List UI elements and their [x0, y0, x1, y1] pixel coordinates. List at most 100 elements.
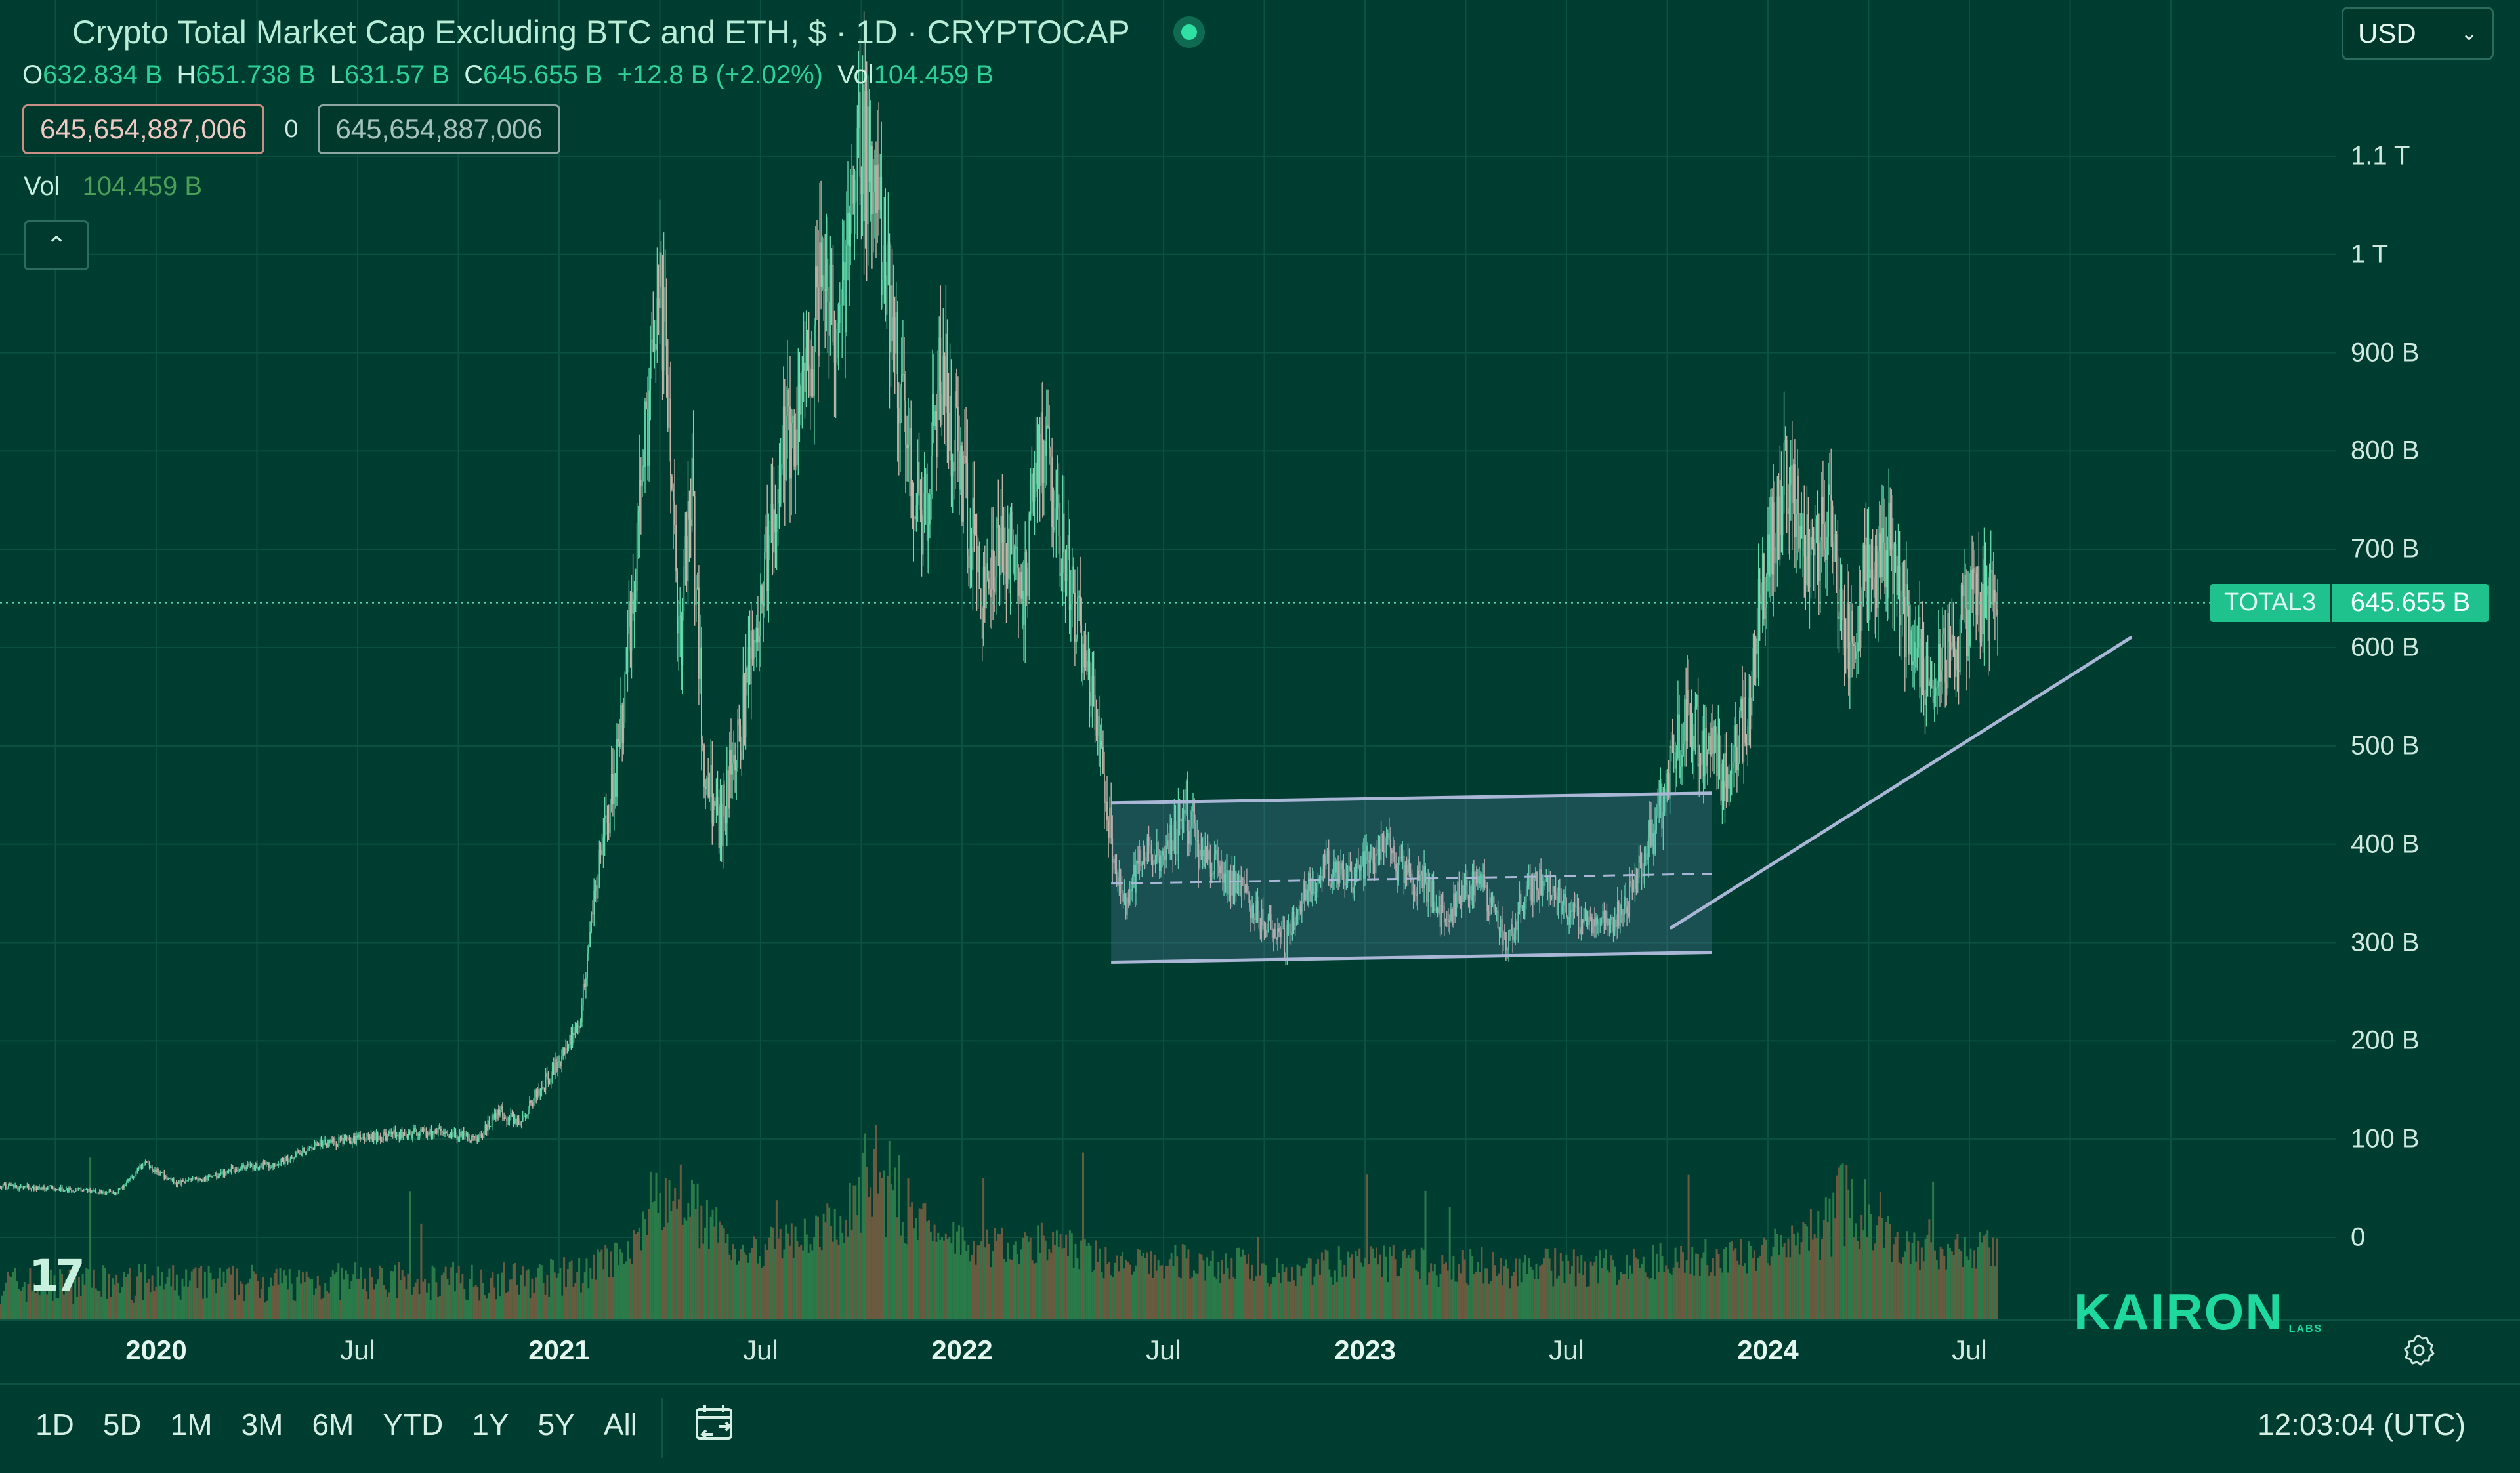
settings-gear-icon[interactable]: [2402, 1333, 2436, 1367]
candle-body-1377: [1847, 602, 1849, 678]
timeframe-button-5d[interactable]: 5D: [102, 1407, 142, 1442]
utc-clock[interactable]: 12:03:04 (UTC): [2258, 1407, 2466, 1442]
volume-bar-384: [721, 1225, 723, 1319]
candle-body-775: [1039, 434, 1041, 486]
tradingview-logo[interactable]: 17: [29, 1251, 85, 1301]
candle-body-642: [860, 176, 862, 194]
price-box-main[interactable]: 645,654,887,006: [22, 104, 265, 154]
candle-body-978: [1312, 879, 1314, 895]
volume-bar-831: [1561, 1261, 1564, 1319]
candle-body-1469: [1971, 569, 1973, 590]
candle-body-999: [1340, 863, 1342, 875]
currency-select[interactable]: USD ⌄: [2342, 7, 2494, 60]
candle-body-1191: [1598, 923, 1599, 924]
candle-body-846: [1135, 865, 1136, 893]
candle-body-613: [822, 275, 823, 287]
candle-body-1126: [1511, 924, 1512, 930]
candle-body-621: [832, 265, 834, 342]
candle-body-893: [1198, 840, 1200, 869]
volume-bar-479: [900, 1235, 902, 1319]
volume-bar-834: [1567, 1260, 1570, 1319]
volume-bar-421: [790, 1223, 793, 1319]
volume-bar-192: [360, 1267, 362, 1319]
candle-body-620: [831, 264, 833, 266]
volume-bar-763: [1433, 1264, 1436, 1319]
timeframe-button-5y[interactable]: 5Y: [537, 1407, 575, 1442]
volume-bar-60: [112, 1278, 114, 1319]
volume-bar-764: [1435, 1275, 1438, 1319]
candle-body-1101: [1477, 876, 1479, 884]
candle-body-350: [469, 1138, 470, 1141]
candle-body-1221: [1638, 855, 1640, 878]
volume-bar-162: [303, 1282, 306, 1319]
timeframe-button-1d[interactable]: 1D: [35, 1407, 74, 1442]
candle-body-1008: [1352, 888, 1354, 894]
volume-bar-435: [817, 1216, 819, 1319]
volume-bar-457: [858, 1176, 860, 1319]
collapse-legend-button[interactable]: ⌃: [24, 220, 89, 270]
candle-body-294: [393, 1129, 395, 1134]
volume-bar-827: [1554, 1248, 1557, 1319]
candle-body-787: [1055, 507, 1057, 528]
volume-bar-172: [322, 1297, 325, 1319]
candle-body-358: [479, 1133, 481, 1138]
x-tick-label-6: 2023: [1334, 1335, 1396, 1365]
volume-bar-145: [272, 1285, 274, 1319]
timeframe-button-ytd[interactable]: YTD: [383, 1407, 444, 1442]
calendar-range-icon[interactable]: [693, 1404, 739, 1446]
volume-bar-87: [162, 1289, 165, 1319]
candle-body-1277: [1713, 726, 1715, 754]
volume-bar-601: [1129, 1264, 1131, 1319]
volume-bar-272: [510, 1279, 513, 1319]
timeframe-button-6m[interactable]: 6M: [312, 1407, 354, 1442]
candle-body-271: [362, 1137, 364, 1138]
candle-body-1365: [1832, 501, 1834, 562]
timeframe-button-all[interactable]: All: [603, 1407, 637, 1442]
volume-bar-67: [125, 1277, 127, 1319]
volume-bar-293: [550, 1259, 553, 1319]
volume-bar-265: [497, 1274, 499, 1319]
candle-body-1348: [1809, 555, 1811, 588]
volume-bar-781: [1467, 1285, 1470, 1319]
candle-body-409: [547, 1077, 549, 1084]
volume-bar-1025: [1926, 1235, 1929, 1319]
candle-body-569: [763, 604, 764, 607]
volume-bar-888: [1669, 1273, 1671, 1319]
candle-body-1409: [1891, 518, 1893, 550]
candle-body-1207: [1620, 904, 1621, 926]
candle-body-1338: [1796, 514, 1797, 537]
volume-bar-988: [1857, 1241, 1859, 1319]
candle-body-1488: [1997, 609, 1998, 616]
timeframe-button-3m[interactable]: 3M: [241, 1407, 284, 1442]
candle-body-951: [1276, 937, 1277, 940]
candle-body-245: [327, 1140, 329, 1148]
timeframe-button-1m[interactable]: 1M: [170, 1407, 213, 1442]
volume-bar-81: [151, 1275, 154, 1319]
candle-body-936: [1255, 901, 1257, 920]
volume-bar-593: [1114, 1262, 1116, 1319]
candle-body-1443: [1937, 686, 1938, 688]
candle-body-793: [1063, 513, 1065, 552]
volume-bar-434: [815, 1215, 818, 1319]
candle-body-15: [18, 1187, 20, 1190]
candle-body-847: [1136, 861, 1137, 893]
volume-bar-432: [811, 1250, 814, 1319]
candle-body-1439: [1931, 680, 1933, 686]
candle-body-1246: [1671, 747, 1673, 753]
timeframe-button-1y[interactable]: 1Y: [472, 1407, 509, 1442]
volume-bar-413: [775, 1200, 778, 1319]
volume-bar-399: [749, 1253, 751, 1319]
volume-bar-661: [1242, 1249, 1244, 1319]
price-box-alt[interactable]: 645,654,887,006: [318, 104, 560, 154]
candle-body-240: [320, 1139, 322, 1146]
candle-body-1089: [1461, 885, 1463, 905]
candle-body-75: [99, 1190, 100, 1194]
y-tick-label-7: 700 B: [2351, 534, 2420, 564]
candle-body-267: [357, 1135, 358, 1138]
volume-bar-271: [509, 1279, 511, 1319]
candle-body-1323: [1775, 547, 1777, 564]
candle-body-343: [459, 1131, 461, 1138]
candle-body-965: [1294, 921, 1296, 930]
volume-bar-450: [845, 1219, 847, 1319]
